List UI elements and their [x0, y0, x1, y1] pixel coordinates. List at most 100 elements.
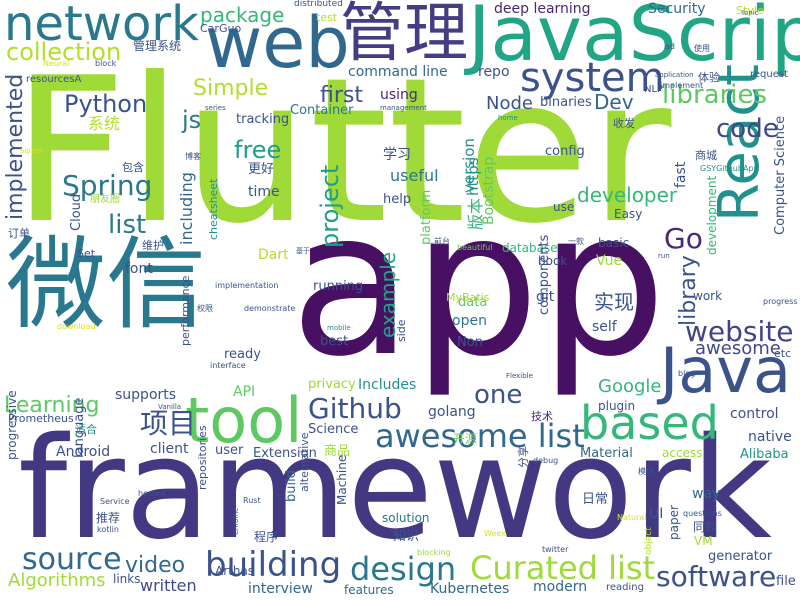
word: 程序 [254, 530, 279, 544]
word: VM [694, 534, 713, 548]
word: JavaScript [468, 0, 800, 78]
word: collection [6, 38, 122, 66]
word: Spring [62, 169, 153, 202]
word: 开源 [453, 432, 478, 446]
word: fast [673, 161, 689, 188]
word: basic [598, 236, 630, 250]
word: 实现 [594, 290, 634, 314]
word: video [125, 553, 186, 578]
word: binaries [540, 95, 592, 110]
word: Flutter [12, 35, 672, 268]
word: paper [667, 505, 681, 540]
word: platform [419, 189, 434, 245]
word: Non [457, 335, 483, 350]
word: 权限 [197, 304, 213, 313]
word: implement [660, 81, 704, 90]
word: 订单 [8, 227, 30, 240]
word: distributed [294, 0, 343, 9]
word: application [655, 71, 694, 79]
word: features [344, 583, 394, 597]
word: 维护 [142, 239, 164, 252]
word: git [536, 289, 555, 305]
word: repo [478, 64, 510, 80]
word: kotlin [97, 525, 119, 534]
word: 项目 [140, 407, 197, 440]
word: Material [580, 446, 633, 461]
word: free [234, 136, 282, 164]
word: 更好 [248, 162, 275, 177]
word: Vue [596, 253, 623, 269]
word: 商品 [324, 444, 351, 459]
word: font [125, 261, 153, 277]
word: Android [56, 444, 111, 460]
word: data [458, 295, 488, 310]
word: MyBatis [446, 291, 490, 304]
word: 系统 [88, 114, 121, 133]
word: developer [577, 183, 678, 207]
word: progressive [5, 390, 19, 460]
word: written [140, 576, 197, 595]
word: GSYGithubApp [700, 164, 759, 173]
word: first [320, 83, 363, 108]
word: 一款 [568, 237, 584, 246]
word: awesome list [375, 417, 585, 455]
word: privacy [308, 377, 356, 392]
word: Python [64, 90, 148, 118]
word: code [716, 114, 779, 144]
word: home [498, 114, 518, 122]
word: Natural [617, 513, 647, 522]
word: framework [18, 408, 772, 571]
word: file [776, 574, 796, 589]
word: Arthas [215, 564, 255, 578]
word: debug [533, 456, 559, 465]
word: Node [486, 93, 533, 114]
word: using [380, 87, 418, 103]
word: time [248, 184, 280, 200]
word: project [316, 164, 344, 248]
word: 学习 [383, 147, 411, 163]
word: native [748, 429, 792, 445]
word: 前台 [434, 237, 450, 246]
word: 管理 [340, 0, 468, 71]
word: open [452, 313, 487, 329]
word: mobile [327, 324, 351, 332]
word: generator [708, 549, 773, 564]
word: Service [100, 497, 130, 506]
word: golang [428, 404, 476, 420]
word: 包含 [122, 161, 144, 174]
word: hosted [138, 489, 166, 498]
word: based [580, 396, 719, 450]
word: tracking [236, 112, 290, 127]
word: blocking [417, 548, 451, 557]
word: etc [774, 347, 792, 360]
word: links [113, 572, 141, 586]
word: Simple [193, 76, 269, 101]
word: including [177, 172, 196, 245]
word: Style [736, 4, 764, 17]
word: way [692, 486, 721, 502]
word: Container [290, 103, 354, 118]
word: system [520, 55, 665, 101]
word: twitter [542, 545, 569, 554]
word: help [383, 192, 412, 207]
word: block [95, 59, 117, 68]
word: client [150, 441, 189, 457]
word: 收发 [613, 117, 635, 130]
word: book [538, 254, 568, 268]
word: plugin [598, 399, 636, 413]
word: Java [660, 334, 791, 407]
word: UI [649, 506, 664, 522]
word: Google [598, 376, 662, 397]
word: Vanilla [158, 403, 182, 411]
word: control [730, 406, 779, 422]
word: resourcesA [26, 74, 82, 85]
word: Ionic [742, 9, 759, 17]
word: Dart [258, 247, 289, 263]
word: Kubernetes [430, 581, 510, 597]
word: Dev [594, 90, 634, 114]
word: demonstrate [244, 304, 296, 313]
word: website [685, 315, 794, 348]
word: implementation [215, 281, 279, 290]
word: use [553, 200, 575, 214]
